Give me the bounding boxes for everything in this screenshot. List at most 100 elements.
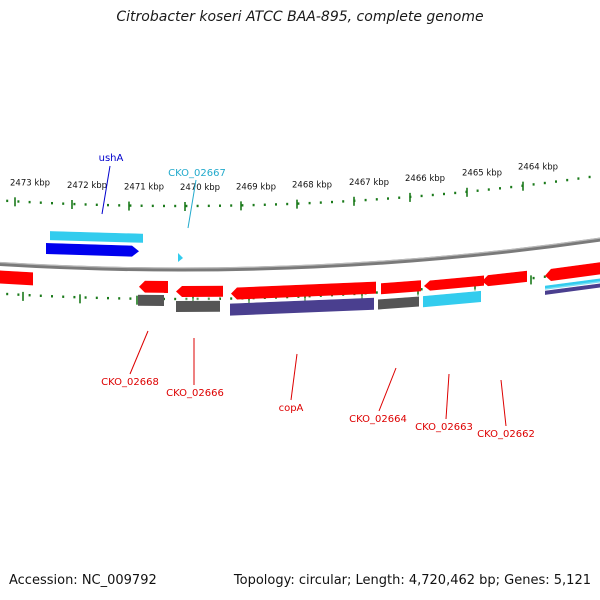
label-text-cko_02663: CKO_02663 [415, 422, 473, 433]
outer-tick-row-dot [51, 201, 53, 205]
inner-tick-row-dot [107, 296, 109, 300]
gene-label-cko_02662: CKO_02662 [477, 379, 535, 440]
inner-tick-row-dot [230, 297, 233, 300]
outer-tick-row-dot [308, 201, 311, 205]
inner-tick-row-dot [207, 297, 210, 301]
outer-tick-row-dot [443, 192, 445, 196]
outer-tick-row-dot [364, 198, 367, 202]
gene-cko-02664 [378, 293, 419, 310]
genes-layer [0, 228, 600, 316]
inner-tick-row-dot [17, 293, 20, 296]
gene-cko-02668-gray [138, 292, 164, 306]
outer-tick-row-dot [577, 177, 580, 180]
outer-tick-row-dot [118, 204, 121, 207]
leader-line-cko_02668 [129, 330, 149, 375]
outer-tick-row-dot [275, 203, 277, 206]
outer-tick-row-dot [151, 204, 154, 208]
outer-tick-row-dot [263, 203, 266, 206]
inner-tick-row-dot [73, 295, 76, 299]
gene-cko-02664-highlight [378, 293, 419, 300]
label-text-cko_02668: CKO_02668 [101, 377, 159, 388]
outer-tick-row-dot [140, 204, 143, 207]
map-title: Citrobacter koseri ATCC BAA-895, complet… [116, 9, 484, 25]
gene-right-cyan [545, 275, 600, 290]
outer-tick-row-dot [431, 193, 434, 197]
gene-cko-02663-body [423, 290, 481, 308]
backbone-layer [0, 237, 600, 272]
tick-label: 2473 kbp [10, 178, 50, 188]
outer-tick-row-dot [555, 180, 557, 183]
tick-label: 2465 kbp [462, 169, 502, 179]
gene-right-purple-body [545, 283, 600, 295]
gene-cko-02663-highlight [423, 288, 481, 297]
gene-cko-02666-gray-highlight [176, 298, 220, 301]
gene-cyan-top-body [50, 231, 143, 243]
gene-right-red-highlight [551, 259, 600, 269]
gene-right-purple [545, 280, 600, 295]
outer-tick-row-dot [532, 183, 535, 186]
outer-tick-row-dot [319, 201, 322, 204]
leader-line-ushA [101, 165, 111, 215]
gene-label-cko_02666: CKO_02666 [166, 338, 224, 399]
tick-label: 2471 kbp [124, 183, 164, 193]
gene-labels-layer: ushA CKO_02667 CKO_02668 CKO_02666 copA CKO_0… [99, 153, 535, 440]
gene-label-ushA: ushA [99, 153, 124, 215]
outer-tick-row-dot [241, 204, 244, 207]
gene-cko-02664-red-highlight [381, 277, 421, 284]
gene-copA-red-highlight [237, 279, 376, 288]
inner-tick-row-dot [129, 297, 132, 300]
gene-ushA-body [46, 242, 139, 257]
gene-cko-02664-red [381, 277, 421, 295]
inner-tick-row-dot [62, 295, 65, 298]
gene-label-cko_02664: CKO_02664 [349, 367, 407, 425]
gene-label-cko_02663: CKO_02663 [415, 373, 473, 433]
outer-tick-row-dot [342, 200, 345, 203]
gene-cko-02668-red-highlight [145, 278, 168, 281]
gene-cko-02668-gray-highlight [138, 292, 164, 295]
gene-cko-02664-red-body [381, 280, 421, 295]
outer-tick-row-dot [476, 189, 479, 192]
label-text-cko_02662: CKO_02662 [477, 429, 535, 440]
topology-text: Topology: circular; Length: 4,720,462 bp… [233, 573, 591, 588]
inner-tick-row-dot [95, 296, 98, 300]
outer-tick-row-dot [163, 204, 165, 208]
gene-cko-02666-gray [176, 298, 220, 312]
outer-tick-row-dot [17, 200, 20, 203]
outer-tick-row-dot [174, 204, 177, 208]
tick-layer: 2473 kbp 2472 kbp 2471 kbp 2470 kbp 2469 kbp… [6, 163, 591, 305]
outer-tick-row-dot [207, 204, 210, 208]
outer-tick-row-dot [510, 185, 513, 189]
outer-tick-row-dot [129, 204, 132, 207]
label-text-cko_02664: CKO_02664 [349, 414, 407, 425]
gene-cko-02666-gray-body [176, 300, 220, 312]
outer-tick-row-dot [230, 204, 233, 207]
inner-tick-row-dot [420, 288, 423, 291]
label-text-cko_02667: CKO_02667 [168, 168, 226, 179]
gene-right-purple-highlight [545, 280, 600, 291]
inner-tick-row-dot [174, 297, 177, 301]
genome-backbone-highlight [0, 237, 600, 269]
outer-tick-row-dot [84, 203, 87, 206]
label-text-cko_02666: CKO_02666 [166, 388, 224, 399]
inner-tick-row-dot [219, 297, 221, 300]
outer-tick-row-dot [487, 188, 490, 191]
gene-cko-02663 [423, 288, 481, 308]
inner-tick-row-dot [39, 294, 42, 297]
leader-line-cko_02667 [187, 179, 197, 229]
gene-cko-02663-red-highlight [430, 272, 484, 281]
inner-tick-row-dot [51, 295, 53, 298]
gene-cko-02664-body [378, 296, 419, 310]
outer-tick-row-dot [6, 199, 9, 203]
gene-copA-red-body [231, 281, 376, 300]
accession-text: Accession: NC_009792 [9, 573, 157, 588]
outer-tick-row-dot [454, 191, 457, 195]
inner-tick-row-dot [84, 296, 87, 299]
tick-label: 2467 kbp [349, 178, 389, 188]
outer-tick-row-dot [420, 194, 423, 198]
gene-cko-02668-gray-body [138, 294, 164, 306]
leader-line-copA [290, 353, 298, 401]
gene-ushA-highlight [46, 240, 133, 246]
gene-copA-red [231, 279, 376, 300]
